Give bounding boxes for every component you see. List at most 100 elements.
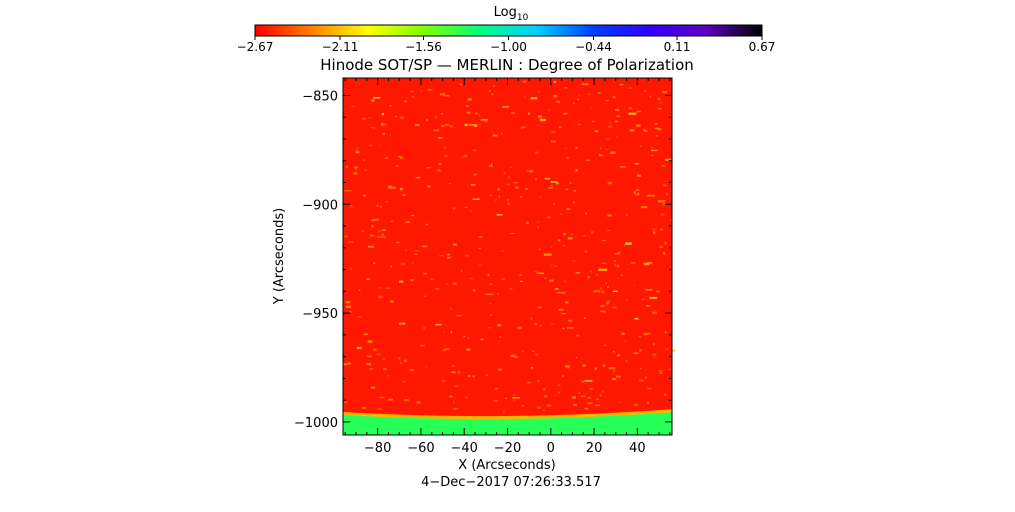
speckle bbox=[561, 313, 567, 315]
speckle bbox=[556, 292, 566, 294]
colorbar-tick-label: 0.67 bbox=[749, 40, 776, 54]
speckle bbox=[567, 157, 569, 159]
speckle bbox=[585, 159, 590, 162]
speckle bbox=[553, 203, 555, 205]
speckle bbox=[651, 154, 654, 157]
speckle bbox=[565, 301, 569, 304]
speckle bbox=[566, 156, 569, 160]
speckle bbox=[558, 126, 562, 129]
speckle bbox=[488, 164, 493, 167]
speckle bbox=[473, 173, 477, 176]
speckle bbox=[647, 387, 652, 390]
speckle bbox=[591, 107, 593, 109]
speckle bbox=[349, 205, 355, 208]
speckle bbox=[478, 247, 482, 250]
speckle bbox=[645, 289, 653, 291]
speckle bbox=[362, 117, 366, 120]
speckle bbox=[404, 359, 407, 362]
speckle bbox=[517, 326, 522, 330]
speckle bbox=[637, 192, 640, 196]
speckle bbox=[529, 170, 534, 173]
speckle bbox=[537, 115, 542, 118]
speckle bbox=[466, 111, 471, 114]
x-axis-label: X (Arcseconds) bbox=[458, 458, 555, 473]
speckle bbox=[522, 350, 524, 353]
speckle bbox=[555, 182, 559, 185]
speckle bbox=[468, 124, 478, 126]
speckle bbox=[348, 241, 354, 243]
speckle bbox=[487, 273, 490, 277]
speckle bbox=[362, 406, 366, 409]
speckle bbox=[363, 194, 366, 197]
speckle bbox=[454, 385, 459, 388]
speckle bbox=[356, 346, 362, 350]
speckle bbox=[534, 322, 538, 326]
speckle bbox=[612, 290, 618, 292]
speckle bbox=[486, 374, 488, 376]
speckle bbox=[382, 358, 385, 360]
speckle bbox=[551, 265, 553, 267]
speckle bbox=[612, 306, 617, 309]
speckle bbox=[590, 270, 592, 273]
speckle bbox=[513, 400, 516, 402]
speckle bbox=[643, 128, 646, 131]
speckle bbox=[653, 231, 656, 234]
speckle bbox=[390, 134, 391, 137]
speckle bbox=[556, 100, 560, 103]
speckle bbox=[563, 112, 568, 115]
speckle bbox=[553, 94, 558, 98]
speckle bbox=[444, 95, 450, 97]
speckle bbox=[543, 409, 545, 411]
speckle bbox=[379, 205, 383, 208]
speckle bbox=[465, 105, 469, 107]
speckle bbox=[458, 371, 460, 374]
speckle bbox=[526, 170, 531, 172]
speckle bbox=[478, 236, 483, 238]
speckle bbox=[567, 327, 574, 329]
speckle bbox=[551, 140, 556, 143]
speckle bbox=[631, 108, 633, 110]
speckle bbox=[614, 253, 621, 255]
speckle bbox=[402, 193, 406, 196]
speckle bbox=[491, 162, 493, 165]
speckle bbox=[491, 93, 494, 95]
speckle bbox=[617, 251, 621, 253]
x-tick-label: −40 bbox=[450, 441, 477, 456]
speckle bbox=[603, 310, 606, 313]
speckle bbox=[498, 340, 500, 342]
speckle bbox=[557, 239, 561, 242]
speckle bbox=[472, 289, 476, 292]
speckle bbox=[662, 91, 667, 94]
speckle bbox=[527, 382, 532, 384]
speckle bbox=[513, 182, 518, 184]
speckle bbox=[575, 169, 578, 172]
speckle bbox=[466, 348, 471, 351]
speckle bbox=[544, 277, 547, 279]
speckle bbox=[453, 400, 455, 403]
y-axis-label: Y (Arcseconds) bbox=[272, 208, 287, 305]
speckle bbox=[443, 146, 447, 149]
speckle bbox=[420, 90, 423, 92]
speckle bbox=[570, 233, 574, 235]
colorbar: Log10 −2.67 −2.11 −1.56 −1.00 −0.44 0.11 0.67 bbox=[237, 5, 776, 54]
speckle bbox=[595, 404, 601, 407]
speckle bbox=[388, 398, 393, 401]
speckle bbox=[525, 221, 529, 224]
speckle bbox=[472, 149, 477, 152]
speckle bbox=[389, 105, 392, 107]
speckle bbox=[345, 166, 348, 168]
y-tick-label: −900 bbox=[302, 198, 338, 213]
speckle bbox=[607, 229, 611, 232]
speckle bbox=[493, 85, 496, 87]
speckle bbox=[515, 186, 519, 189]
speckle bbox=[410, 90, 414, 93]
speckle bbox=[537, 221, 539, 223]
colorbar-tick-label: 0.11 bbox=[664, 40, 691, 54]
speckle bbox=[480, 338, 484, 341]
speckle bbox=[639, 367, 642, 370]
x-tick-label: 20 bbox=[586, 441, 603, 456]
speckle bbox=[520, 196, 523, 198]
speckle bbox=[584, 407, 589, 410]
speckle bbox=[641, 298, 645, 301]
speckle bbox=[660, 213, 665, 216]
